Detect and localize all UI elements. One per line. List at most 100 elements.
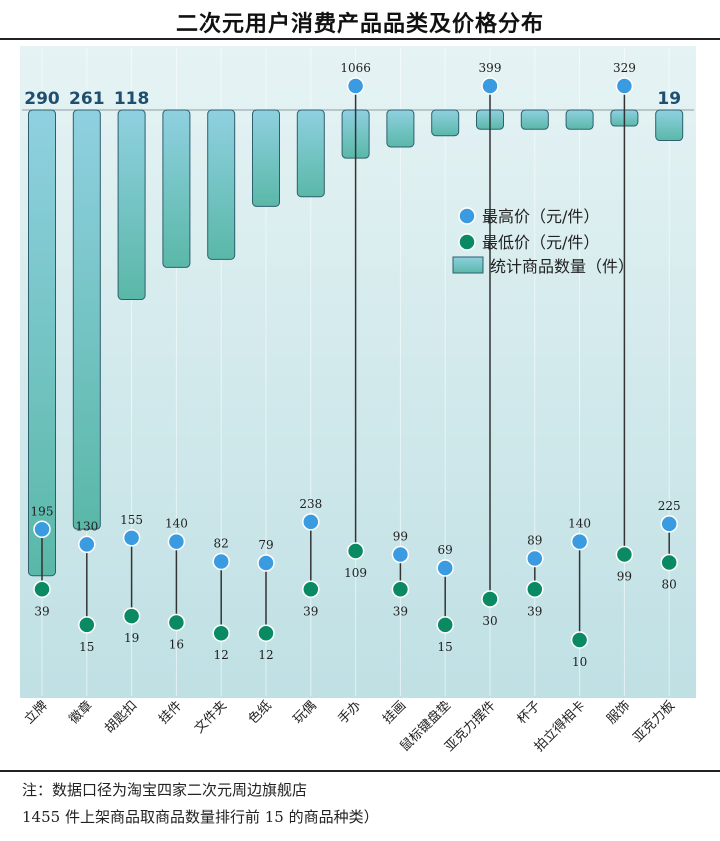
min-price-label: 19: [124, 631, 139, 645]
legend-count-label: 统计商品数量（件）: [490, 257, 634, 276]
max-price-label: 79: [258, 538, 273, 552]
category-label: 挂件: [156, 698, 185, 727]
category-label: 立牌: [21, 698, 51, 728]
category-label: 文件夹: [192, 698, 230, 736]
max-price-dot: [481, 77, 499, 95]
min-price-label: 39: [303, 604, 318, 618]
count-label: 290: [24, 89, 60, 109]
category-label: 服饰: [604, 698, 633, 727]
legend-min-label: 最低价（元/件）: [482, 233, 599, 252]
min-price-dot: [257, 624, 275, 642]
count-bar: [117, 109, 146, 301]
bottom-rule: [0, 770, 720, 772]
count-bar: [655, 109, 684, 142]
max-price-dot: [33, 520, 51, 539]
category-label: 玩偶: [291, 698, 320, 727]
min-price-label: 39: [34, 604, 49, 618]
max-price-label: 195: [31, 504, 54, 518]
max-price-dot: [78, 535, 96, 554]
legend-count-swatch: [452, 256, 484, 274]
max-price-label: 130: [75, 519, 98, 533]
max-price-label: 99: [393, 530, 408, 544]
chart-title: 二次元用户消费产品品类及价格分布: [175, 11, 544, 37]
count-bar: [252, 109, 280, 207]
count-label: 118: [114, 89, 150, 109]
count-label: 261: [69, 89, 105, 109]
min-price-label: 39: [527, 604, 542, 618]
min-price-dot: [436, 616, 454, 634]
count-label: 19: [657, 89, 681, 109]
min-price-label: 16: [169, 637, 184, 651]
legend: 最高价（元/件） 最低价（元/件） 统计商品数量（件）: [452, 207, 634, 276]
category-label: 杯子: [515, 698, 544, 727]
min-price-dot: [570, 631, 589, 649]
min-price-label: 109: [344, 566, 367, 580]
count-bar: [565, 109, 594, 130]
category-label: 亚克力板: [631, 698, 678, 745]
count-bar: [296, 109, 325, 198]
category-label: 胡匙扣: [102, 698, 140, 736]
max-price-dot: [257, 554, 275, 572]
max-price-dot: [660, 515, 678, 533]
legend-max-label: 最高价（元/件）: [482, 207, 599, 226]
min-price-dot: [122, 607, 141, 625]
min-price-dot: [302, 580, 320, 599]
category-label: 挂画: [380, 698, 409, 727]
max-price-dot: [526, 549, 544, 568]
min-price-label: 12: [214, 648, 229, 662]
max-price-dot: [615, 77, 634, 95]
count-bar: [207, 109, 236, 260]
min-price-label: 12: [258, 648, 273, 662]
count-bar: [520, 109, 549, 130]
min-price-dot: [212, 624, 230, 642]
max-price-dot: [302, 513, 320, 531]
category-label: 色纸: [245, 698, 275, 728]
category-label: 徽章: [66, 698, 96, 728]
chart: 290 261 118 19 195 39 130 15 155 19 140 16 82 12 79 12…: [20, 46, 696, 755]
max-price-label: 89: [527, 534, 542, 548]
max-price-label: 82: [214, 537, 229, 551]
min-price-label: 15: [438, 640, 453, 654]
min-price-dot: [615, 545, 634, 564]
max-price-dot: [436, 559, 454, 577]
min-price-label: 10: [572, 655, 587, 669]
count-bar: [72, 109, 101, 530]
max-price-label: 1066: [340, 61, 371, 75]
min-price-label: 80: [662, 577, 677, 591]
min-price-label: 39: [393, 604, 408, 618]
min-price-dot: [660, 553, 678, 572]
max-price-dot: [122, 529, 141, 547]
min-price-dot: [167, 613, 186, 632]
legend-max-marker: [458, 207, 476, 225]
max-price-label: 238: [299, 497, 322, 511]
max-price-dot: [391, 545, 410, 564]
min-price-label: 30: [482, 614, 497, 628]
min-price-dot: [391, 580, 410, 599]
max-price-dot: [346, 77, 365, 95]
max-price-label: 140: [568, 517, 591, 531]
min-price-dot: [78, 616, 96, 634]
min-price-label: 99: [617, 570, 632, 584]
min-price-dot: [346, 542, 365, 560]
count-bar: [162, 109, 191, 268]
max-price-label: 140: [165, 517, 188, 531]
min-price-dot: [33, 580, 51, 599]
max-price-dot: [167, 532, 186, 551]
title-bar: 二次元用户消费产品品类及价格分布: [0, 0, 720, 40]
max-price-dot: [212, 552, 230, 571]
max-price-label: 399: [479, 61, 502, 75]
min-price-dot: [526, 580, 544, 599]
min-price-dot: [481, 590, 499, 608]
legend-min-marker: [458, 233, 476, 251]
max-price-label: 225: [658, 499, 681, 513]
category-label: 手办: [335, 698, 364, 727]
note-line-1: 注：数据口径为淘宝四家二次元周边旗舰店: [22, 781, 308, 799]
max-price-label: 155: [120, 513, 143, 527]
min-price-label: 15: [79, 640, 94, 654]
count-bar: [386, 109, 415, 148]
max-price-label: 329: [613, 61, 636, 75]
note-line-2: 1455 件上架商品取商品数量排行前 15 的商品种类）: [22, 808, 379, 826]
max-price-label: 69: [438, 543, 453, 557]
max-price-dot: [570, 532, 589, 551]
count-bar: [431, 109, 460, 137]
